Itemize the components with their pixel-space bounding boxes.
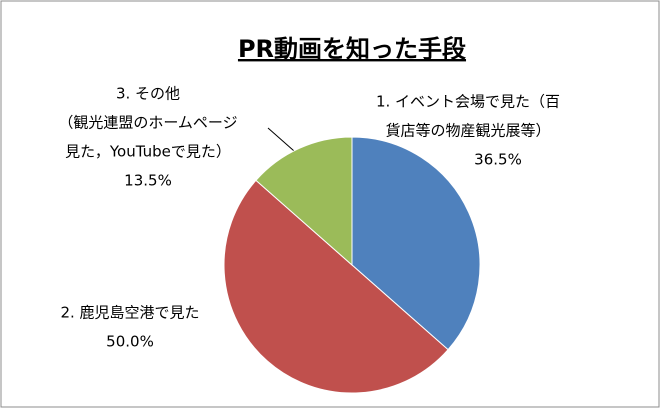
slice-label: 1. イベント会場で見た（百 <box>376 93 560 111</box>
slice-label: 2. 鹿児島空港で見た <box>60 304 199 322</box>
slice-label: 3. その他 <box>116 85 180 103</box>
slice-label: 見た，YouTubeで見た） <box>65 143 231 161</box>
chart-title: PR動画を知った手段 <box>238 35 466 63</box>
value-label: 13.5% <box>124 172 172 190</box>
slice-label: （観光連盟のホームページ <box>58 114 237 132</box>
value-label: 36.5% <box>474 151 522 169</box>
value-label: 50.0% <box>106 333 154 351</box>
pie-slice <box>351 136 481 351</box>
slice-label: 貨店等の物産観光展等） <box>385 122 550 140</box>
pie-slice <box>255 136 353 267</box>
pie-slice <box>223 179 449 394</box>
